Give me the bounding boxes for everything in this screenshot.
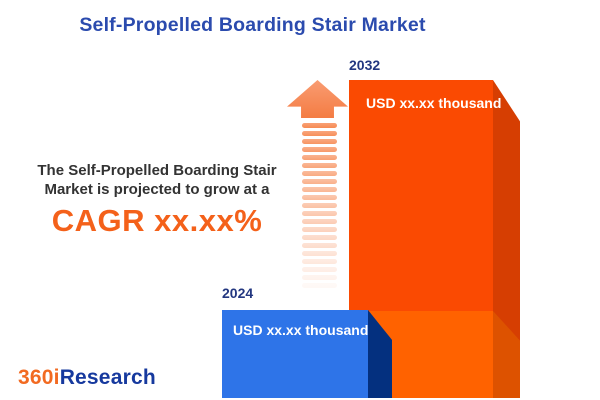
arrow-stripe xyxy=(302,171,337,176)
arrow-stripe xyxy=(302,139,337,144)
page-title: Self-Propelled Boarding Stair Market xyxy=(79,14,426,36)
arrow-stripe xyxy=(302,203,337,208)
annotation-line-1: The Self-Propelled Boarding Stair xyxy=(37,162,277,179)
arrow-stripe xyxy=(302,211,337,216)
arrow-stripe xyxy=(302,283,337,288)
arrow-stripe xyxy=(302,163,337,168)
arrow-stripe xyxy=(302,259,337,264)
bar-2032-year-label: 2032 xyxy=(349,57,381,73)
annotation-block: The Self-Propelled Boarding Stair Market… xyxy=(28,162,286,239)
arrow-stripe xyxy=(302,123,337,128)
company-logo: 360iResearch xyxy=(18,366,156,390)
arrow-stripe xyxy=(302,275,337,280)
logo-suffix: Research xyxy=(59,366,156,389)
arrow-stripe xyxy=(302,187,337,192)
bar-2024-front-face xyxy=(222,310,368,398)
growth-arrow-icon xyxy=(287,80,348,118)
arrow-stripe xyxy=(302,227,337,232)
arrow-stripe xyxy=(302,251,337,256)
arrow-stripe xyxy=(302,179,337,184)
arrow-stripe xyxy=(302,195,337,200)
arrow-stripe xyxy=(302,267,337,272)
arrow-stripe xyxy=(302,131,337,136)
arrow-stripe xyxy=(302,219,337,224)
arrow-stripe xyxy=(302,243,337,248)
bar-2032-value-label: USD xx.xx thousand xyxy=(366,95,502,111)
arrow-stripe xyxy=(302,155,337,160)
logo-prefix: 360i xyxy=(18,366,60,389)
annotation-line-2: Market is projected to grow at a xyxy=(44,180,270,198)
bar-2024-value-label: USD xx.xx thousand xyxy=(233,322,369,338)
arrow-stripe xyxy=(302,147,337,152)
cagr-value: CAGR xx.xx% xyxy=(51,203,263,238)
bar-2024-year-label: 2024 xyxy=(222,285,254,301)
arrow-stripe xyxy=(302,235,337,240)
